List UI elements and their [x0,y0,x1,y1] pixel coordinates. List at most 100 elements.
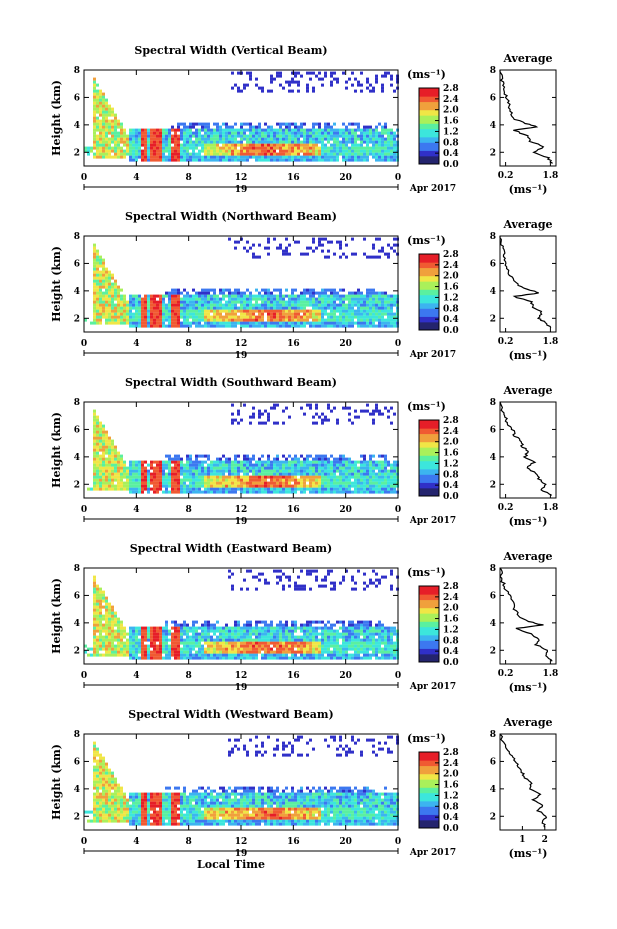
heatmap-cell [366,309,369,313]
heatmap-cell [165,140,168,144]
heatmap-cell [333,143,336,147]
heatmap-cell [183,303,186,307]
heatmap-cell [339,312,342,316]
heatmap-cell [360,324,363,328]
heatmap-cell [252,306,255,310]
heatmap-cell [348,291,351,295]
heatmap-cell [324,481,327,485]
heatmap-cell [345,490,348,494]
heatmap-cell [111,439,114,443]
heatmap-cell [123,143,126,147]
heatmap-cell [96,83,99,87]
heatmap-cell [327,255,330,259]
heatmap-cell [324,321,327,325]
heatmap-cell [342,324,345,328]
heatmap-cell [159,644,162,648]
heatmap-cell [171,297,174,301]
heatmap-cell [360,89,363,93]
heatmap-cell [246,140,249,144]
heatmap-cell [246,457,249,461]
heatmap-cell [261,466,264,470]
heatmap-cell [165,478,168,482]
heatmap-cell [357,487,360,491]
heatmap-cell [246,635,249,639]
heatmap-cell [261,469,264,473]
heatmap-cell [372,131,375,135]
heatmap-cell [360,321,363,325]
heatmap-cell [132,469,135,473]
heatmap-cell [306,246,309,250]
heatmap-cell [309,478,312,482]
heatmap-cell [222,131,225,135]
heatmap-cell [93,617,96,621]
heatmap-cell [288,318,291,322]
heatmap-cell [192,140,195,144]
heatmap-cell [138,475,141,479]
heatmap-cell [93,593,96,597]
colorbar-segment [419,161,439,165]
heatmap-cell [174,309,177,313]
heatmap-cell [261,128,264,132]
heatmap-cell [348,457,351,461]
heatmap-cell [282,152,285,156]
heatmap-cell [126,469,129,473]
heatmap-cell [309,484,312,488]
heatmap-cell [183,463,186,467]
heatmap-cell [267,89,270,93]
heatmap-cell [114,454,117,458]
heatmap-cell [105,475,108,479]
heatmap-cell [234,481,237,485]
heatmap-cell [99,258,102,262]
heatmap-cell [240,460,243,464]
heatmap-cell [99,587,102,591]
heatmap-cell [366,312,369,316]
heatmap-cell [378,321,381,325]
heatmap-cell [120,134,123,138]
heatmap-cell [393,243,396,247]
heatmap-cell [390,406,393,410]
heatmap-cell [279,481,282,485]
heatmap-cell [231,644,234,648]
heatmap-cell [150,297,153,301]
heatmap-cell [315,312,318,316]
heatmap-cell [246,478,249,482]
average-title: Average [502,384,552,397]
heatmap-cell [234,620,237,624]
heatmap-cell [120,137,123,141]
heatmap-cell [231,300,234,304]
colorbar-tick-label: 0.4 [443,481,459,491]
heatmap-cell [231,572,234,576]
heatmap-cell [237,644,240,648]
heatmap-cell [156,481,159,485]
heatmap-cell [342,297,345,301]
heatmap-cell [318,454,321,458]
average-y-tick-label: 4 [490,287,496,297]
heatmap-cell [195,653,198,657]
heatmap-cell [138,626,141,630]
heatmap-cell [276,297,279,301]
heatmap-cell [96,155,99,159]
heatmap-cell [240,152,243,156]
heatmap-cell [297,71,300,75]
heatmap-cell [294,155,297,159]
heatmap-cell [93,137,96,141]
heatmap-cell [315,406,318,410]
heatmap-cell [114,137,117,141]
heatmap-cell [99,635,102,639]
heatmap-cell [321,418,324,422]
heatmap-cell [183,656,186,660]
heatmap-cell [153,641,156,645]
heatmap-cell [108,608,111,612]
heatmap-cell [294,134,297,138]
heatmap-cell [297,463,300,467]
heatmap-cell [99,155,102,159]
heatmap-cell [216,620,219,624]
heatmap-cell [219,484,222,488]
heatmap-cell [297,155,300,159]
heatmap-cell [123,318,126,322]
heatmap-cell [96,98,99,102]
heatmap-cell [117,463,120,467]
heatmap-cell [159,632,162,636]
heatmap-cell [381,478,384,482]
heatmap-cell [105,647,108,651]
